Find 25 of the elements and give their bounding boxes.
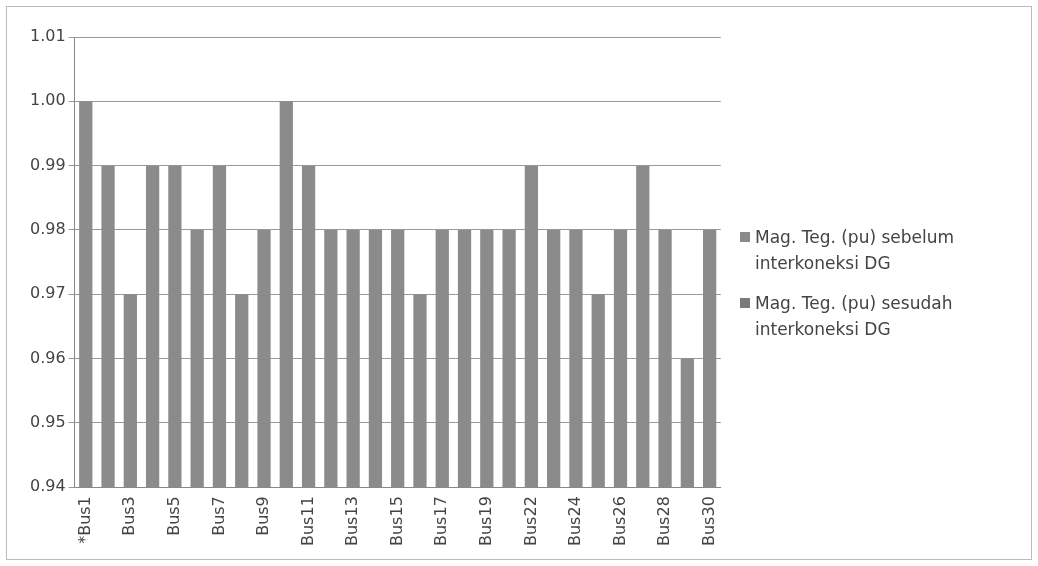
legend-label: Mag. Teg. (pu) sesudah interkoneksi DG (755, 292, 954, 341)
y-tick-label: 1.00 (30, 90, 66, 110)
y-tick-label: 0.95 (30, 412, 66, 432)
y-tick-label: 0.98 (30, 219, 66, 239)
x-tick-label: Bus7 (208, 496, 228, 536)
y-tick-label: 0.99 (30, 154, 66, 174)
y-tick-label: 1.01 (30, 26, 66, 46)
x-tick-label: Bus28 (654, 496, 674, 546)
y-tick-label: 0.94 (30, 476, 66, 496)
x-tick-label: Bus11 (297, 496, 317, 546)
x-tick-label: Bus19 (475, 496, 495, 546)
y-tick-label: 0.96 (30, 347, 66, 367)
x-tick-label: Bus3 (119, 496, 139, 536)
x-tick-label: Bus24 (565, 496, 585, 546)
y-tick-label: 0.97 (30, 283, 66, 303)
x-tick-label: Bus9 (253, 496, 273, 536)
x-tick-label: Bus15 (386, 496, 406, 546)
x-tick-label: Bus17 (431, 496, 451, 546)
x-tick-label: Bus26 (609, 496, 629, 546)
legend-label: Mag. Teg. (pu) sebelum interkoneksi DG (755, 226, 956, 275)
x-tick-label: Bus30 (698, 496, 718, 546)
x-tick-label: Bus13 (342, 496, 362, 546)
x-tick-label: *Bus1 (74, 496, 94, 544)
x-tick-label: Bus5 (164, 496, 184, 536)
x-tick-label: Bus22 (520, 496, 540, 546)
